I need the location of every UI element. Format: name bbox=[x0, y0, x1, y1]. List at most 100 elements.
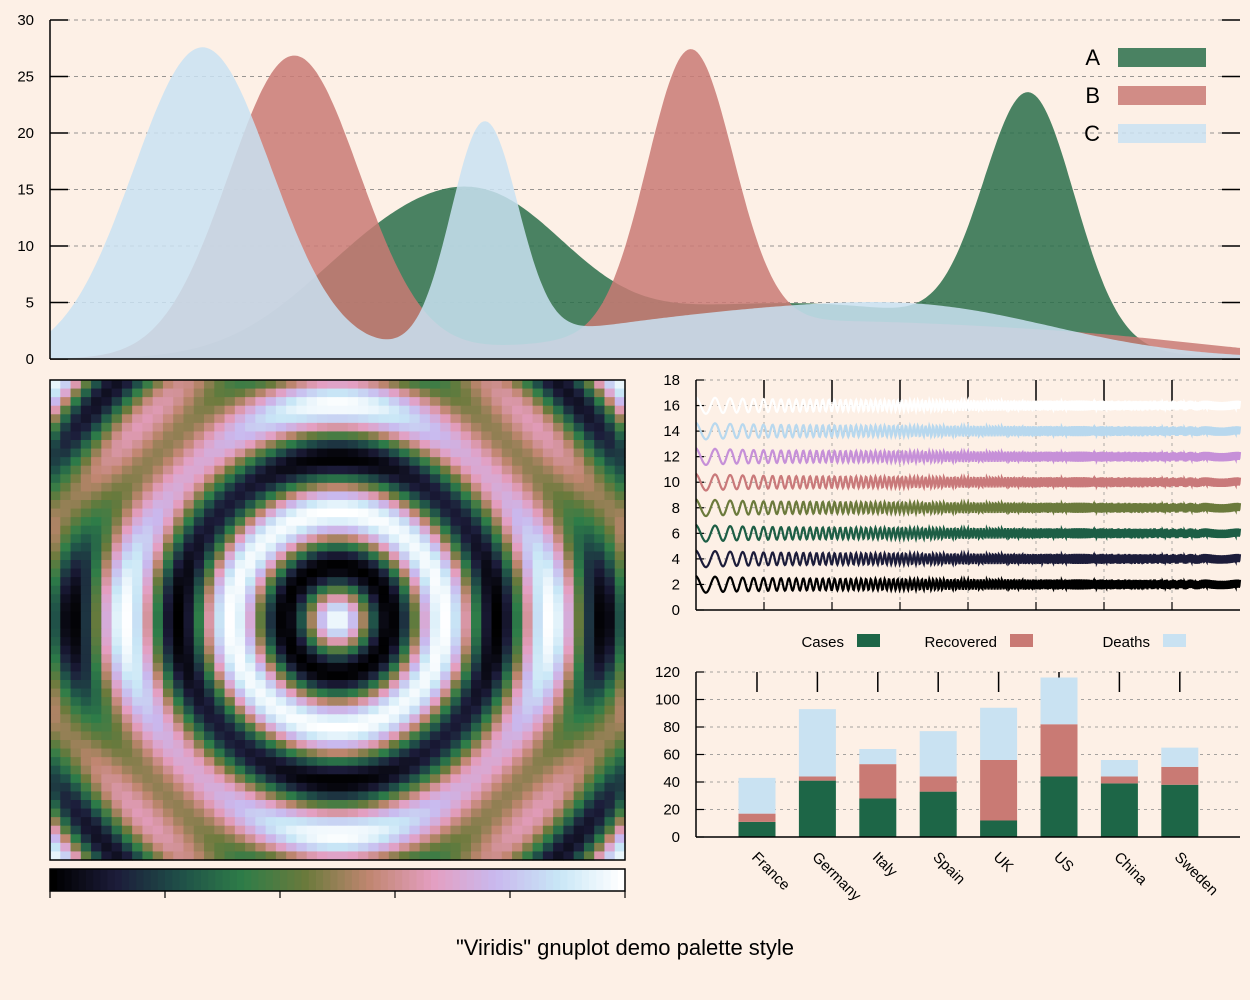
colorbar-cell bbox=[531, 869, 540, 891]
heat-cell bbox=[542, 508, 554, 518]
heat-cell bbox=[316, 671, 328, 681]
heat-cell bbox=[573, 748, 585, 758]
heat-cell bbox=[306, 517, 318, 527]
heat-cell bbox=[419, 534, 431, 544]
heat-cell bbox=[368, 808, 380, 818]
heat-cell bbox=[563, 628, 575, 638]
heat-cell bbox=[358, 705, 369, 715]
heat-cell bbox=[501, 534, 513, 544]
heat-cell bbox=[327, 448, 339, 458]
heat-cell bbox=[440, 834, 452, 844]
heat-cell bbox=[409, 808, 421, 818]
heat-cell bbox=[460, 731, 472, 741]
heat-cell bbox=[419, 397, 431, 407]
heat-cell bbox=[358, 688, 369, 698]
heat-cell bbox=[224, 688, 236, 698]
heat-cell bbox=[532, 594, 544, 604]
colorbar-cell bbox=[114, 869, 123, 891]
heat-cell bbox=[265, 808, 277, 818]
heat-cell bbox=[234, 748, 246, 758]
heat-cell bbox=[594, 577, 606, 587]
heat-cell bbox=[409, 431, 421, 441]
heat-cell bbox=[193, 800, 205, 810]
heat-cell bbox=[399, 645, 410, 655]
heat-cell bbox=[368, 800, 380, 810]
heat-cell bbox=[368, 525, 380, 535]
heat-cell bbox=[573, 731, 585, 741]
heat-cell bbox=[70, 688, 82, 698]
heat-cell bbox=[70, 542, 82, 553]
heat-cell bbox=[327, 731, 339, 741]
heat-cell bbox=[614, 602, 626, 613]
heat-cell bbox=[265, 568, 277, 578]
heat-cell bbox=[142, 414, 154, 424]
heat-cell bbox=[91, 740, 102, 750]
colorbar-cell bbox=[186, 869, 195, 891]
heat-cell bbox=[573, 585, 585, 595]
heat-cell bbox=[275, 714, 287, 724]
heat-cell bbox=[358, 757, 369, 767]
heat-cell bbox=[429, 774, 441, 784]
heat-cell bbox=[70, 825, 82, 835]
heat-cell bbox=[286, 517, 298, 527]
heat-cell bbox=[429, 740, 441, 750]
heat-cell bbox=[563, 851, 575, 861]
heat-cell bbox=[204, 654, 215, 664]
heat-cell bbox=[234, 705, 246, 715]
heat-cell bbox=[173, 448, 185, 458]
heat-cell bbox=[450, 714, 462, 724]
heat-cell bbox=[501, 808, 513, 818]
heat-cell bbox=[594, 800, 606, 810]
heat-cell bbox=[440, 517, 452, 527]
heat-cell bbox=[553, 834, 564, 844]
heat-cell bbox=[234, 602, 246, 613]
heat-cell bbox=[409, 748, 421, 758]
heat-cell bbox=[132, 422, 144, 433]
heat-cell bbox=[594, 791, 606, 801]
heat-cell bbox=[450, 645, 462, 655]
colorbar-cell bbox=[121, 869, 130, 891]
heat-cell bbox=[358, 585, 369, 595]
heat-cell bbox=[429, 825, 441, 835]
heat-cell bbox=[121, 534, 133, 544]
heat-cell bbox=[522, 448, 534, 458]
heat-cell bbox=[327, 422, 339, 433]
heat-cell bbox=[214, 740, 226, 750]
heat-cell bbox=[429, 688, 441, 698]
heat-cell bbox=[173, 465, 185, 475]
heat-cell bbox=[440, 791, 452, 801]
heat-cell bbox=[512, 740, 523, 750]
y-tick-label: 6 bbox=[672, 525, 680, 542]
heat-cell bbox=[214, 842, 226, 853]
heat-cell bbox=[440, 611, 452, 621]
heat-cell bbox=[460, 431, 472, 441]
heat-cell bbox=[111, 705, 123, 715]
heat-cell bbox=[409, 517, 421, 527]
heat-cell bbox=[142, 388, 154, 398]
heat-cell bbox=[542, 774, 554, 784]
heat-cell bbox=[440, 525, 452, 535]
heat-cell bbox=[224, 602, 236, 613]
heat-cell bbox=[409, 611, 421, 621]
heat-cell bbox=[553, 808, 564, 818]
heat-cell bbox=[409, 817, 421, 827]
heat-cell bbox=[481, 825, 493, 835]
colorbar-cell bbox=[93, 869, 101, 891]
heat-cell bbox=[512, 817, 523, 827]
heat-cell bbox=[91, 577, 102, 587]
heat-cell bbox=[70, 525, 82, 535]
heat-cell bbox=[316, 431, 328, 441]
heat-cell bbox=[234, 431, 246, 441]
heat-cell bbox=[214, 602, 226, 613]
heat-cell bbox=[306, 568, 318, 578]
heat-cell bbox=[101, 697, 113, 707]
heat-cell bbox=[152, 474, 164, 484]
heat-cell bbox=[132, 414, 144, 424]
heat-cell bbox=[573, 714, 585, 724]
heat-cell bbox=[583, 680, 595, 690]
heat-cell bbox=[265, 714, 277, 724]
heat-cell bbox=[604, 440, 616, 450]
heat-cell bbox=[388, 637, 400, 647]
x-tick-label: China bbox=[1111, 849, 1151, 889]
heat-cell bbox=[214, 542, 226, 553]
